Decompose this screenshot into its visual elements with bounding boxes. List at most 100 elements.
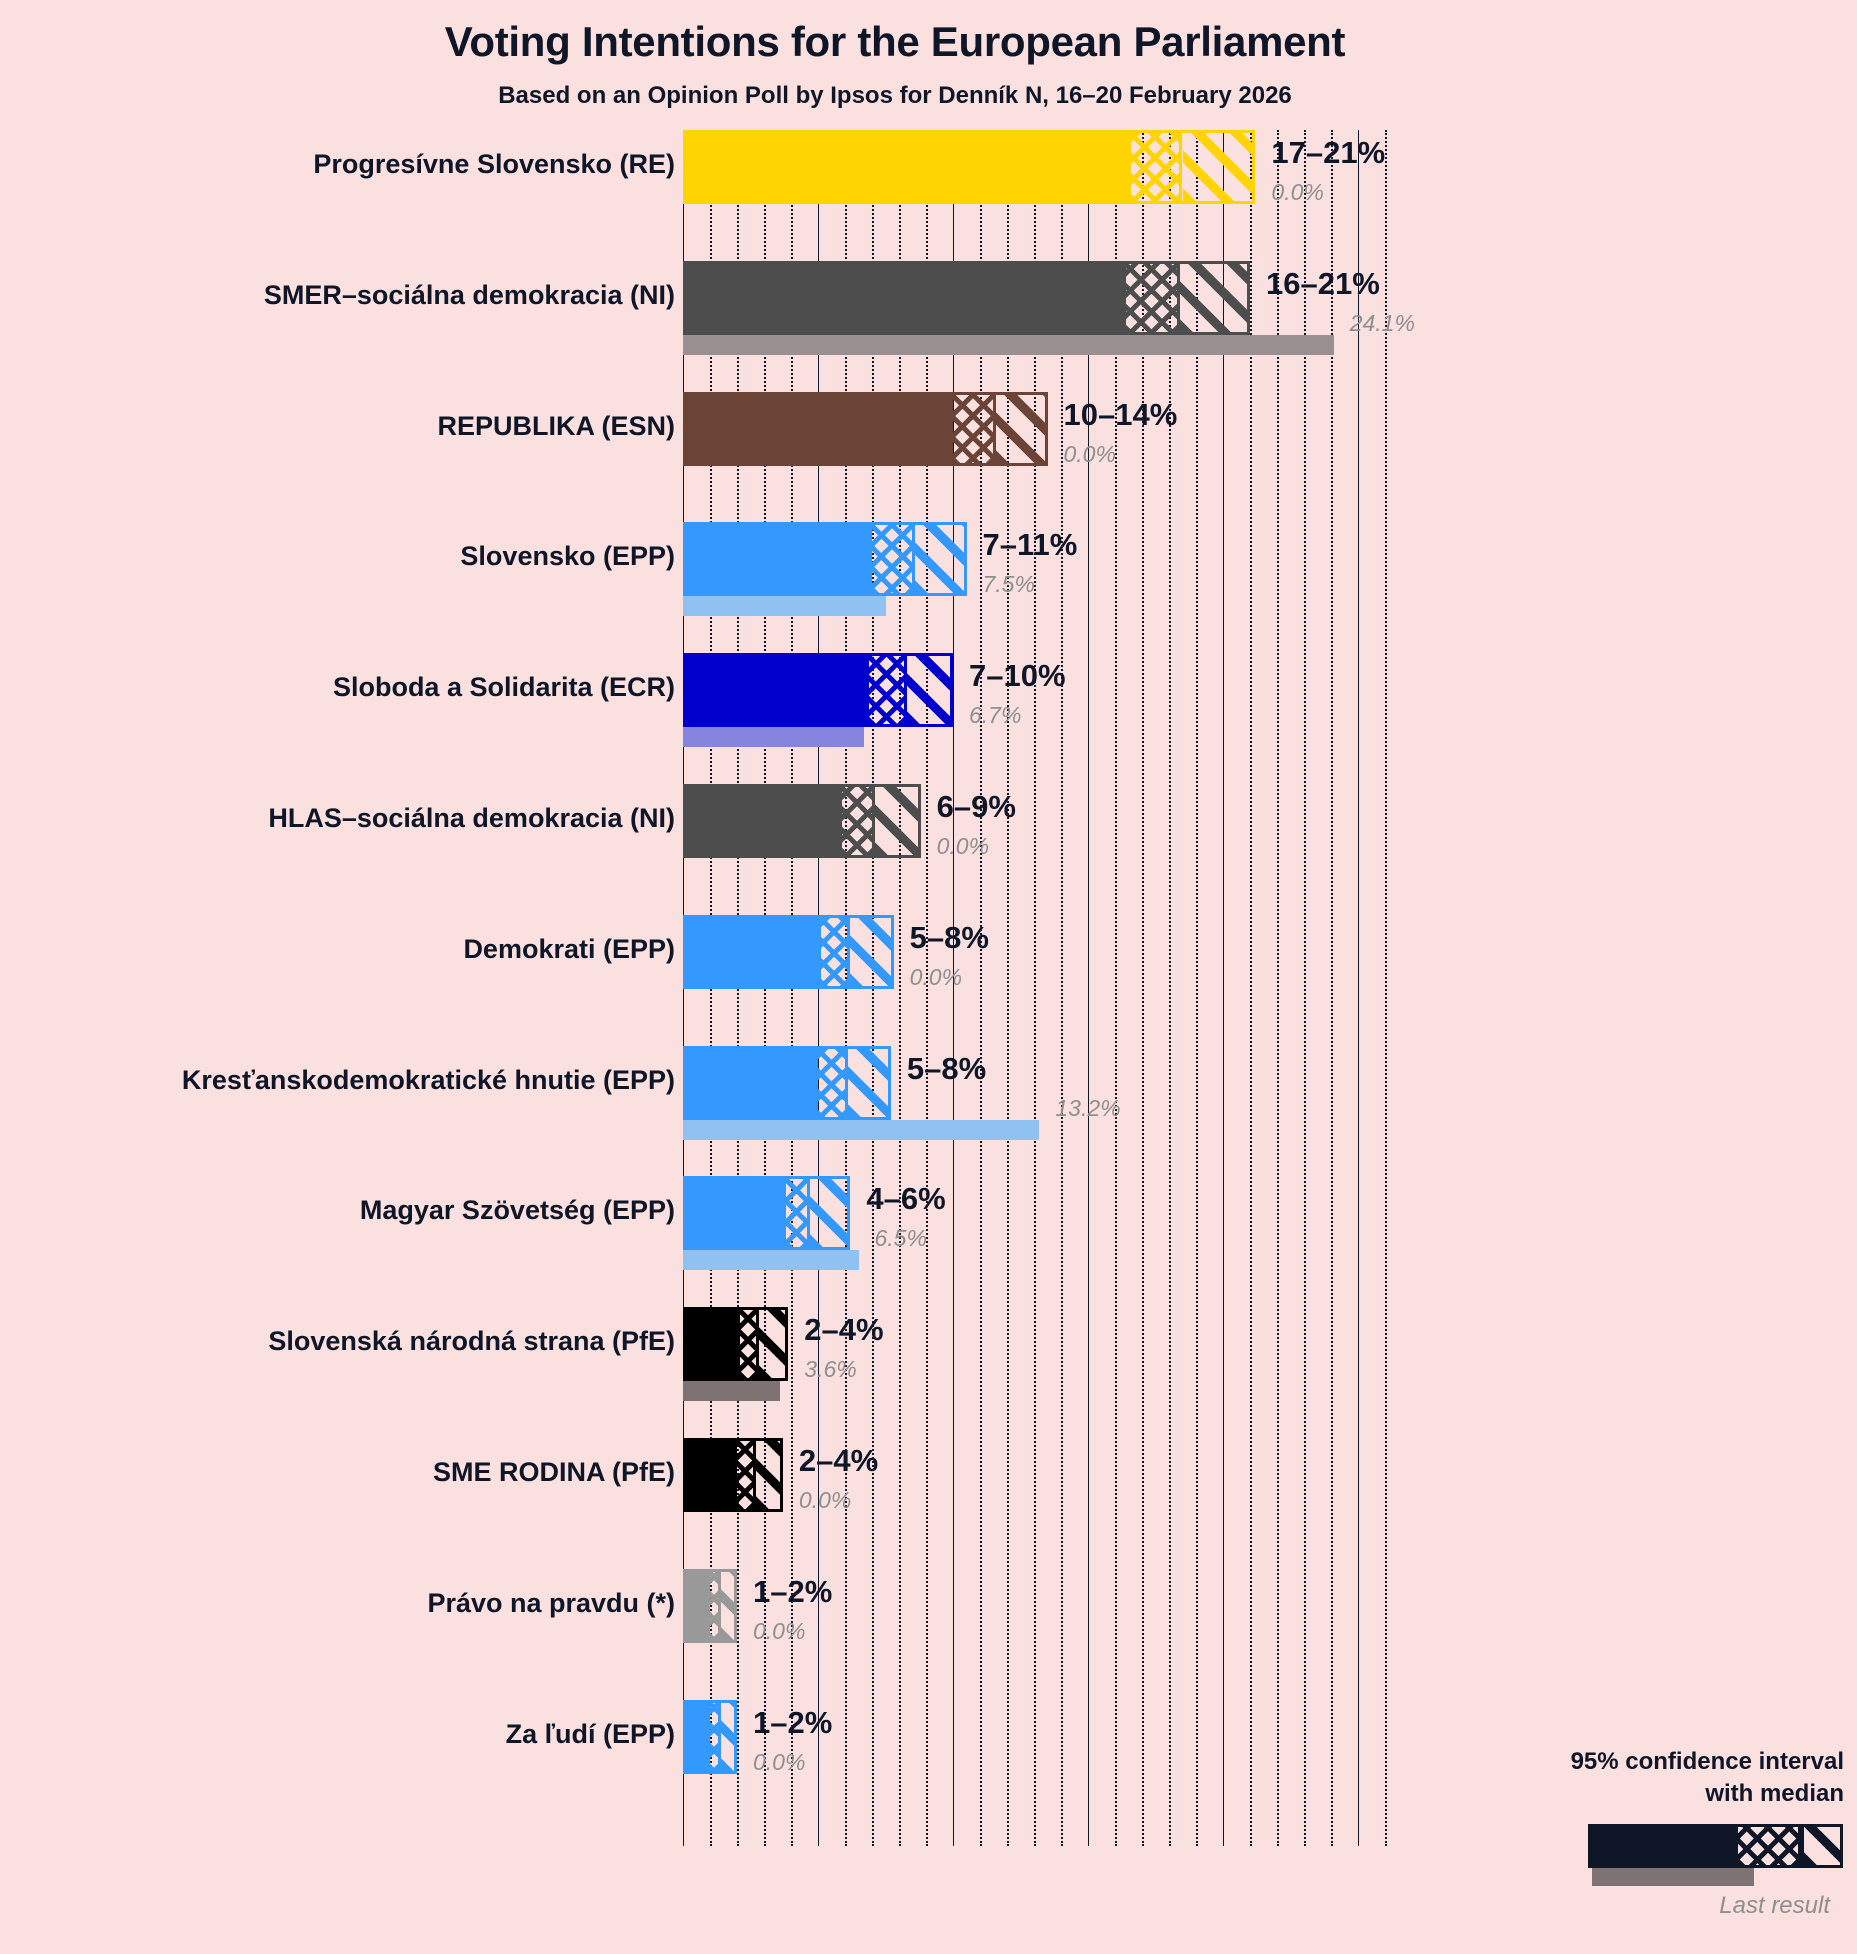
legend: 95% confidence interval with median Last… xyxy=(1480,1746,1852,1946)
confidence-interval-bar xyxy=(683,1438,783,1512)
bar-segment-low-to-median xyxy=(710,1571,721,1640)
confidence-interval-bar xyxy=(683,260,1250,335)
last-result-value-label: 7.5% xyxy=(982,571,1035,598)
bar-row: Demokrati (EPP) 5–8% 0.0% xyxy=(0,914,1857,1009)
party-label: Progresívne Slovensko (RE) xyxy=(313,149,675,179)
bar-segment-below-low xyxy=(686,525,872,594)
last-result-bar xyxy=(683,727,864,748)
bar-segment-median-to-high xyxy=(1182,133,1253,201)
confidence-interval-bar xyxy=(683,522,967,597)
party-label: REPUBLIKA (ESN) xyxy=(437,410,675,441)
last-result-value-label: 24.1% xyxy=(1349,309,1415,336)
last-result-value-label: 0.0% xyxy=(1063,440,1116,467)
last-result-value-label: 3.6% xyxy=(804,1356,857,1383)
legend-last-result-label: Last result xyxy=(1719,1892,1830,1919)
legend-segment-diagonal xyxy=(1801,1827,1840,1865)
bar-segment-below-low xyxy=(686,133,1132,201)
range-value-label: 5–8% xyxy=(906,1050,987,1086)
party-label: Slovenská národná strana (PfE) xyxy=(268,1326,675,1357)
legend-segment-crosshatch xyxy=(1738,1827,1798,1865)
last-result-bar xyxy=(683,596,886,617)
party-label: SME RODINA (PfE) xyxy=(433,1457,675,1487)
last-result-value-label: 6.7% xyxy=(969,702,1022,729)
bar-row: SMER–sociálna demokracia (NI) 16–21% 24.1% xyxy=(0,260,1857,355)
gridline-minor xyxy=(980,130,982,1847)
last-result-bar xyxy=(683,1119,1040,1140)
bar-segment-low-to-median xyxy=(1125,263,1180,332)
gridline-minor xyxy=(1250,130,1252,1847)
bar-segment-below-low xyxy=(686,1310,740,1379)
party-label: Slovensko (EPP) xyxy=(460,541,675,572)
bar-row: SME RODINA (PfE) 2–4% 0.0% xyxy=(0,1438,1857,1532)
bar-segment-median-to-high xyxy=(758,1310,786,1379)
bar-segment-low-to-median xyxy=(820,917,851,986)
bar-segment-low-to-median xyxy=(869,656,908,725)
bar-segment-below-low xyxy=(686,1048,818,1117)
range-value-label: 7–10% xyxy=(969,658,1066,694)
gridline-minor xyxy=(1007,130,1009,1847)
gridline-major xyxy=(1088,130,1089,1847)
gridline-minor xyxy=(899,130,901,1847)
last-result-value-label: 0.0% xyxy=(909,963,963,990)
party-label: Právo na pravdu (*) xyxy=(427,1587,675,1618)
party-label: Sloboda a Solidarita (ECR) xyxy=(332,672,675,703)
gridline-major xyxy=(953,130,954,1847)
bar-segment-low-to-median xyxy=(953,394,997,463)
range-value-label: 1–2% xyxy=(753,1704,833,1740)
gridline-major xyxy=(1223,130,1224,1847)
last-result-bar xyxy=(683,1381,781,1402)
bar-segment-median-to-high xyxy=(915,525,964,594)
range-value-label: 17–21% xyxy=(1271,135,1386,170)
bar-row: Sloboda a Solidarita (ECR) 7–10% 6.7% xyxy=(0,653,1857,748)
party-label: Magyar Szövetség (EPP) xyxy=(359,1195,675,1226)
confidence-interval-bar xyxy=(683,653,953,728)
bar-row: Progresívne Slovensko (RE) 17–21% 0.0% xyxy=(0,130,1857,224)
bar-segment-below-low xyxy=(686,1702,710,1771)
range-value-label: 2–4% xyxy=(798,1443,879,1478)
range-value-label: 1–2% xyxy=(753,1573,833,1609)
bar-segment-median-to-high xyxy=(847,1048,888,1117)
gridline-minor xyxy=(1115,130,1117,1847)
last-result-value-label: 0.0% xyxy=(936,833,990,859)
bar-segment-below-low xyxy=(686,263,1126,332)
gridline-minor xyxy=(1277,130,1279,1847)
bar-segment-low-to-median xyxy=(737,1441,756,1509)
party-label: SMER–sociálna demokracia (NI) xyxy=(263,279,675,310)
bar-segment-below-low xyxy=(686,1441,737,1509)
gridline-minor xyxy=(1385,130,1387,1847)
bar-row: Magyar Szövetség (EPP) 4–6% 6.5% xyxy=(0,1176,1857,1271)
page-title: Voting Intentions for the European Parli… xyxy=(444,18,1346,65)
gridline-minor xyxy=(1169,130,1171,1847)
party-label: Kresťanskodemokratické hnutie (EPP) xyxy=(181,1064,675,1095)
range-value-label: 7–11% xyxy=(982,527,1078,563)
last-result-value-label: 13.2% xyxy=(1055,1094,1121,1121)
legend-last-result-bar xyxy=(1592,1868,1754,1886)
page-subtitle: Based on an Opinion Poll by Ipsos for De… xyxy=(498,82,1292,109)
bar-row: Slovensko (EPP) 7–11% 7.5% xyxy=(0,522,1857,617)
confidence-interval-bar xyxy=(683,784,921,858)
last-result-value-label: 0.0% xyxy=(753,1748,806,1775)
confidence-interval-bar xyxy=(683,1176,851,1251)
confidence-interval-bar xyxy=(683,1307,789,1382)
confidence-interval-bar xyxy=(683,130,1256,204)
gridline-minor xyxy=(926,130,928,1847)
bar-segment-low-to-median xyxy=(785,1179,810,1248)
bar-segment-low-to-median xyxy=(1131,133,1183,201)
bar-segment-below-low xyxy=(686,1179,786,1248)
range-value-label: 4–6% xyxy=(866,1181,946,1217)
legend-line-1: 95% confidence interval xyxy=(1570,1748,1844,1775)
confidence-interval-bar xyxy=(683,1568,737,1643)
bar-row: REPUBLIKA (ESN) 10–14% 0.0% xyxy=(0,391,1857,486)
legend-title: 95% confidence interval with median xyxy=(1480,1746,1844,1810)
range-value-label: 10–14% xyxy=(1063,396,1178,432)
confidence-interval-bar xyxy=(683,391,1048,466)
bar-segment-below-low xyxy=(686,1571,710,1640)
gridline-minor xyxy=(1034,130,1036,1847)
bar-segment-median-to-high xyxy=(755,1441,780,1509)
range-value-label: 2–4% xyxy=(804,1312,884,1348)
legend-confidence-bar xyxy=(1588,1824,1843,1868)
bar-segment-median-to-high xyxy=(1179,263,1247,332)
bar-row: Právo na pravdu (*) 1–2% 0.0% xyxy=(0,1568,1857,1663)
bar-segment-median-to-high xyxy=(907,656,950,725)
